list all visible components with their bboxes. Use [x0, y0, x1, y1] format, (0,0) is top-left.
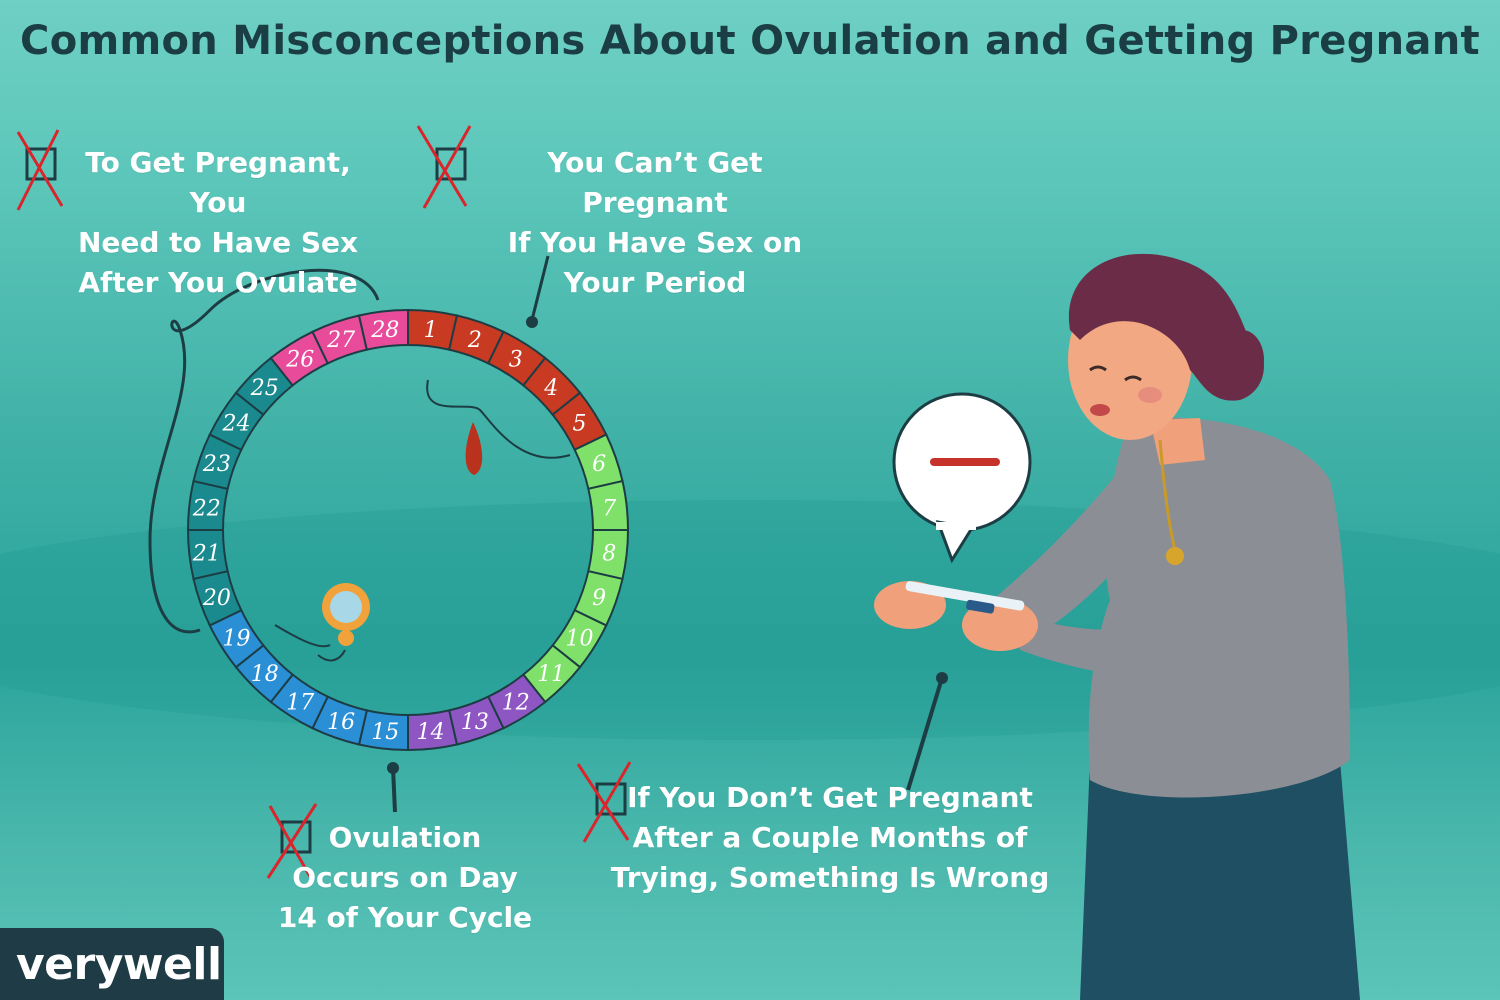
cycle-day-label: 6	[592, 452, 606, 477]
negative-dash-icon	[930, 458, 1000, 466]
cycle-day-label: 4	[543, 376, 558, 401]
blood-drop-icon	[465, 422, 483, 475]
cycle-day-label: 8	[602, 542, 616, 567]
misconception-3: Ovulation Occurs on Day 14 of Your Cycle	[277, 821, 533, 934]
egg-icon	[322, 583, 370, 646]
cycle-day-label: 5	[572, 411, 586, 436]
cycle-day-label: 16	[327, 710, 355, 735]
cycle-day-label: 3	[509, 348, 523, 373]
brand-part-2: well	[122, 938, 222, 990]
cycle-day-label: 17	[286, 690, 314, 715]
cycle-day-label: 20	[202, 586, 231, 611]
cycle-day-label: 12	[502, 690, 530, 715]
connector-line-4	[906, 677, 944, 791]
page-title: Common Misconceptions About Ovulation an…	[20, 18, 1480, 64]
cycle-wheel: 1 234567891011121314151617181920212223242…	[186, 308, 630, 752]
cycle-day-segment	[357, 308, 409, 351]
cross-checkbox-icon	[266, 803, 318, 881]
cycle-day-label: 13	[461, 710, 489, 735]
misconception-1: To Get Pregnant, You Need to Have Sex Af…	[77, 146, 359, 299]
cycle-day-label: 24	[222, 411, 251, 436]
cycle-day-label: 22	[192, 496, 221, 521]
cycle-day-label: 15	[371, 720, 399, 745]
cycle-day-label: 26	[285, 348, 314, 373]
cross-checkbox-icon	[576, 761, 632, 843]
connector-line-2	[530, 255, 550, 321]
connector-line-3	[391, 767, 397, 813]
cycle-day-label: 19	[223, 627, 251, 652]
squiggle-line	[426, 379, 571, 459]
verywell-logo: very well	[0, 928, 224, 1000]
cycle-day-label: 23	[202, 452, 231, 477]
cycle-day-label: 27	[326, 328, 355, 353]
cycle-day-label: 7	[602, 496, 616, 521]
cycle-day-label: 2	[467, 328, 482, 353]
misconception-4: If You Don’t Get Pregnant After a Couple…	[610, 781, 1050, 894]
cycle-day-label: 9	[592, 586, 606, 611]
cycle-day-label: 11	[537, 662, 565, 687]
cycle-day-label: 25	[250, 376, 279, 401]
cycle-day-label: 14	[417, 720, 445, 745]
brand-part-1: very	[16, 938, 123, 990]
test-result-bubble	[892, 392, 1032, 564]
misconception-2: You Can’t Get Pregnant If You Have Sex o…	[507, 146, 803, 299]
cross-checkbox-icon	[16, 129, 64, 211]
cycle-day-label: 18	[251, 662, 279, 687]
cross-checkbox-icon	[416, 125, 472, 209]
woman-figure	[874, 253, 1360, 1000]
cycle-day-label: 21	[192, 542, 221, 567]
cycle-day-label: 28	[370, 318, 399, 343]
connector-line-1	[148, 268, 380, 634]
cycle-day-label: 10	[565, 627, 593, 652]
cycle-day-label: 1	[424, 318, 438, 343]
